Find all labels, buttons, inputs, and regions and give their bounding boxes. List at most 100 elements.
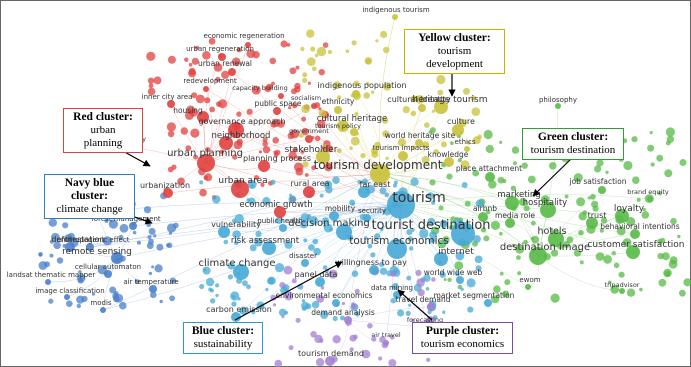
yellow-cluster-node: [365, 58, 372, 65]
red-cluster-node: [294, 82, 301, 90]
green-cluster-node: [499, 140, 503, 144]
red-cluster-node: [301, 127, 309, 136]
red-keyword-node: [203, 86, 209, 92]
green-cluster-node: [677, 234, 681, 239]
navy-cluster-node: [169, 277, 177, 284]
navy-cluster-node: [91, 292, 96, 296]
navy-cluster-node: [114, 293, 124, 303]
red-cluster-node: [318, 107, 322, 111]
green-callout-arrow: [532, 157, 573, 197]
blue-cluster-node: [384, 192, 390, 198]
red-cluster-node: [177, 177, 185, 186]
green-cluster-node: [550, 293, 560, 303]
blue-cluster-node: [325, 186, 333, 194]
keyword-label: willingness to pay: [335, 258, 407, 267]
purple-callout-arrow: [397, 289, 433, 321]
blue-cluster-node: [274, 263, 285, 273]
keyword-label: anthropogenic effect: [57, 236, 130, 244]
green-keyword-node: [529, 247, 547, 265]
purple-cluster-node: [310, 331, 317, 338]
blue-cluster-node: [322, 265, 328, 270]
red-cluster-node: [258, 150, 262, 154]
green-cluster-node: [511, 146, 520, 154]
yellow-keyword-node: [415, 139, 423, 147]
green-cluster-node: [631, 136, 638, 143]
red-cluster-node: [195, 45, 199, 50]
blue-cluster-node: [394, 180, 398, 185]
navy-cluster-node: [48, 218, 57, 227]
red-cluster-node: [307, 81, 311, 85]
green-cluster-node: [521, 162, 528, 169]
green-cluster-node: [510, 185, 517, 191]
red-cluster-node: [213, 63, 223, 72]
green-cluster-node: [596, 159, 604, 167]
blue-cluster-node: [306, 214, 312, 219]
keyword-label: urban area: [218, 176, 267, 186]
green-cluster-node: [472, 169, 480, 177]
green-cluster-node: [649, 131, 653, 135]
navy-cluster-node: [166, 242, 173, 249]
keyword-label: internet: [438, 247, 474, 257]
keyword-label: governance approach: [198, 117, 285, 126]
blue-cluster-node: [392, 183, 398, 188]
blue-cluster-node: [262, 197, 271, 205]
green-cluster-node: [429, 179, 436, 186]
red-cluster-node: [246, 49, 256, 59]
blue-cluster-node: [460, 287, 464, 291]
red-keyword-node: [231, 180, 249, 198]
blue-cluster-node: [340, 315, 345, 321]
blue-cluster-node: [246, 198, 251, 202]
red-cluster-node: [184, 57, 189, 62]
green-cluster-node: [659, 237, 666, 244]
keyword-label: job satisfaction: [569, 177, 627, 186]
purple-cluster-node: [416, 278, 425, 287]
green-keyword-node: [555, 103, 561, 109]
red-cluster-node: [288, 106, 292, 110]
green-cluster-node: [626, 217, 636, 227]
red-cluster-node: [148, 83, 154, 89]
keyword-label: place attachment: [456, 164, 522, 173]
keyword-label: remote sensing: [62, 247, 132, 257]
green-cluster-node: [605, 170, 609, 174]
label-layer: economic regeneration urban regeneration u…: [7, 6, 685, 358]
green-cluster-node: [587, 196, 591, 200]
network-edge: [205, 88, 402, 206]
red-keyword-node: [274, 206, 286, 218]
red-cluster-node: [272, 137, 280, 144]
red-cluster-node: [280, 40, 288, 48]
keyword-label: mobility: [325, 204, 356, 213]
blue-cluster-node: [301, 306, 307, 311]
yellow-cluster-node: [314, 53, 319, 58]
keyword-label: loyalty: [614, 204, 645, 214]
green-cluster-node: [564, 194, 569, 199]
red-cluster-node: [147, 87, 156, 96]
blue-cluster-node: [232, 230, 241, 239]
keyword-label: risk assessment: [231, 236, 300, 246]
green-keyword-node: [525, 284, 531, 290]
green-cluster-node: [504, 279, 511, 286]
yellow-cluster-node: [370, 90, 375, 94]
green-cluster-node: [549, 162, 557, 170]
keyword-label: deforestation: [51, 235, 104, 244]
blue-cluster-callout: Blue cluster: sustainability: [183, 322, 263, 354]
yellow-cluster-node: [411, 145, 416, 150]
red-cluster-node: [180, 127, 188, 135]
network-edge: [347, 173, 381, 321]
blue-cluster-node: [406, 229, 413, 236]
green-cluster-node: [438, 205, 444, 211]
yellow-keyword-node: [452, 124, 464, 136]
blue-keyword-node: [484, 299, 492, 307]
yellow-cluster-node: [354, 112, 359, 117]
blue-cluster-node: [428, 238, 434, 244]
yellow-cluster-node: [316, 46, 327, 57]
blue-keyword-node: [387, 239, 407, 259]
blue-keyword-node: [434, 252, 448, 266]
keyword-label: security: [358, 207, 386, 215]
yellow-cluster-node: [301, 104, 311, 114]
yellow-cluster-node: [421, 156, 430, 164]
blue-cluster-node: [242, 280, 248, 287]
red-cluster-node: [191, 57, 199, 65]
green-cluster-node: [517, 271, 522, 276]
purple-cluster-node: [279, 282, 286, 289]
network-edge: [379, 173, 427, 328]
